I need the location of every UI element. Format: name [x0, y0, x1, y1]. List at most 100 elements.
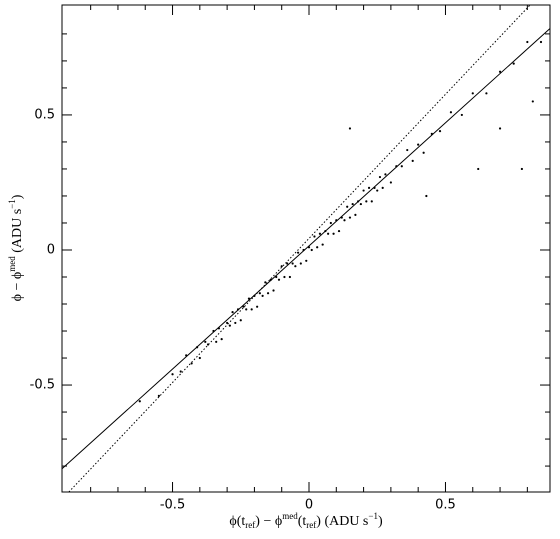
point	[520, 167, 523, 171]
point	[531, 100, 534, 103]
point	[460, 113, 463, 117]
point	[228, 324, 231, 327]
point	[539, 40, 543, 44]
point	[313, 235, 316, 238]
plot-frame	[61, 4, 551, 493]
y-tick-label: 0.5	[34, 107, 55, 122]
point	[171, 373, 174, 376]
point	[261, 294, 264, 298]
point	[327, 232, 330, 235]
reference-line	[61, 28, 551, 470]
point	[346, 205, 349, 208]
label-part: )	[378, 514, 383, 529]
y-axis-label: ϕ − ϕmed​ (ADU s−1​)	[7, 194, 25, 301]
label-part: ref	[306, 520, 316, 530]
x-axis-label: ϕ(tref​) − ϕmed​(tref​) (ADU s−1​)	[229, 511, 383, 530]
point	[239, 319, 242, 322]
point	[283, 275, 286, 279]
label-part: (ADU s	[10, 209, 25, 256]
x-tick-label: -0.5	[160, 498, 185, 513]
label-part: (t	[298, 514, 307, 529]
point	[384, 173, 387, 176]
point	[512, 62, 515, 65]
point	[250, 308, 253, 311]
point	[348, 216, 352, 219]
label-part: )	[10, 194, 25, 199]
point	[179, 370, 182, 373]
point	[378, 175, 382, 179]
point	[498, 127, 502, 130]
x-tick-label: 0	[305, 498, 313, 513]
point	[362, 189, 365, 192]
point	[449, 111, 453, 114]
label-part: med	[7, 256, 17, 272]
point	[406, 148, 409, 152]
y-tick-label: -0.5	[30, 378, 55, 393]
point	[498, 70, 502, 73]
point	[294, 265, 297, 268]
label-part: −1	[7, 199, 17, 209]
point	[348, 127, 352, 130]
point	[256, 305, 259, 308]
point	[400, 165, 403, 168]
point	[485, 92, 488, 95]
point	[337, 229, 341, 233]
point	[305, 259, 308, 262]
point	[359, 202, 362, 206]
point	[417, 143, 420, 146]
point	[425, 194, 428, 198]
point	[234, 321, 237, 325]
point	[198, 356, 201, 360]
point	[220, 338, 223, 341]
point	[215, 340, 218, 343]
point	[190, 362, 193, 365]
point	[343, 219, 346, 222]
point	[280, 265, 283, 268]
point	[351, 202, 354, 206]
point	[299, 262, 302, 265]
point	[354, 213, 357, 216]
point	[318, 232, 322, 235]
x-tick-label: 0.5	[435, 498, 456, 513]
label-part: med	[282, 511, 298, 521]
point	[226, 321, 229, 325]
point	[332, 232, 335, 235]
point	[288, 275, 291, 279]
point	[422, 151, 425, 154]
point	[245, 308, 248, 311]
y-tick-label: 0	[47, 242, 55, 257]
point	[272, 289, 275, 292]
point	[367, 186, 371, 189]
label-part: ϕ(t	[229, 514, 245, 529]
reference-line	[68, 4, 531, 493]
point	[138, 400, 141, 403]
point	[264, 281, 267, 284]
point	[277, 278, 281, 281]
point	[376, 189, 379, 192]
point	[365, 200, 368, 203]
point	[316, 246, 319, 249]
point	[291, 262, 294, 265]
point	[231, 311, 234, 314]
point	[471, 92, 474, 95]
point	[204, 340, 207, 343]
point	[329, 221, 332, 225]
point	[526, 40, 529, 44]
label-part: ) − ϕ	[255, 514, 282, 529]
point	[258, 292, 261, 295]
point	[310, 248, 313, 252]
point	[381, 186, 384, 189]
point	[370, 200, 373, 203]
label-part: ref	[245, 520, 255, 530]
point	[438, 130, 442, 133]
point	[477, 167, 480, 171]
point	[411, 159, 414, 162]
label-part: −1	[368, 511, 378, 521]
label-part: ) (ADU s	[316, 514, 368, 529]
point	[266, 292, 270, 295]
label-part: ϕ − ϕ	[10, 272, 25, 302]
point	[286, 262, 289, 265]
point	[321, 243, 324, 246]
point	[296, 251, 300, 254]
